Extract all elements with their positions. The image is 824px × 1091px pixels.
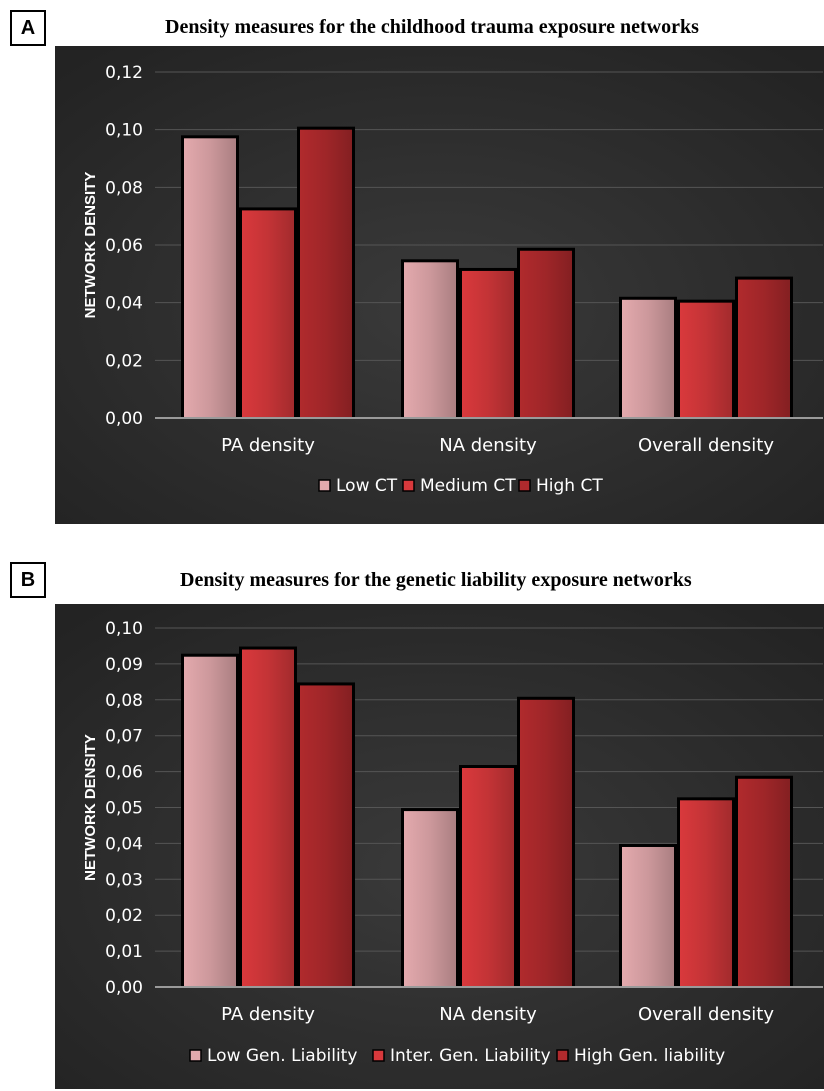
chart-b: 0,00 0,01 0,02 0,03 0,04 0,05 0,06 0,07 0,08 0,09… — [55, 604, 824, 1089]
y-axis-label: NETWORK DENSITY — [82, 734, 99, 881]
chart-title-a: Density measures for the childhood traum… — [165, 16, 699, 38]
bar-low-gen-liability-pa-density — [184, 656, 236, 987]
x-category-label: PA density — [221, 435, 315, 456]
y-tick-label: 0,00 — [105, 409, 143, 429]
legend-swatch — [402, 479, 415, 492]
legend-swatch — [372, 1049, 385, 1062]
legend-swatch — [556, 1049, 569, 1062]
y-tick-label: 0,00 — [105, 978, 143, 998]
legend-label: Low Gen. Liability — [207, 1046, 357, 1066]
bar-high-gen-liability-pa-density — [300, 685, 352, 987]
bar-low-ct-overall-density — [622, 299, 674, 418]
y-tick-label: 0,06 — [105, 236, 143, 256]
bar-medium-ct-na-density — [462, 270, 514, 418]
legend-label: Inter. Gen. Liability — [390, 1046, 551, 1066]
bar-low-gen-liability-overall-density — [622, 846, 674, 987]
legend-label: High Gen. liability — [574, 1046, 725, 1066]
y-tick-label: 0,06 — [105, 763, 143, 783]
bar-low-ct-pa-density — [184, 138, 236, 419]
x-category-label: PA density — [221, 1004, 315, 1025]
bar-medium-ct-overall-density — [680, 302, 732, 418]
y-tick-label: 0,02 — [105, 906, 143, 926]
y-tick-label: 0,04 — [105, 294, 143, 314]
y-tick-label: 0,01 — [105, 942, 143, 962]
y-tick-label: 0,07 — [105, 727, 143, 747]
y-tick-label: 0,12 — [105, 63, 143, 83]
legend-swatch — [518, 479, 531, 492]
bar-low-ct-na-density — [404, 262, 456, 418]
bar-inter-gen-liability-overall-density — [680, 800, 732, 987]
bar-high-ct-na-density — [520, 250, 572, 418]
y-tick-label: 0,10 — [105, 121, 143, 141]
bar-low-gen-liability-na-density — [404, 811, 456, 987]
panel-label-a: A — [10, 10, 46, 46]
bar-high-ct-overall-density — [738, 279, 790, 418]
y-tick-label: 0,10 — [105, 619, 143, 639]
x-category-label: Overall density — [638, 1004, 774, 1025]
bar-high-gen-liability-na-density — [520, 699, 572, 987]
y-tick-label: 0,09 — [105, 655, 143, 675]
panel-label-b: B — [10, 562, 46, 598]
x-category-label: NA density — [439, 1004, 537, 1025]
y-tick-label: 0,03 — [105, 870, 143, 890]
bar-medium-ct-pa-density — [242, 210, 294, 418]
bar-high-ct-pa-density — [300, 129, 352, 418]
y-tick-label: 0,02 — [105, 351, 143, 371]
legend-label: Medium CT — [420, 476, 516, 496]
bar-inter-gen-liability-pa-density — [242, 649, 294, 987]
x-category-label: NA density — [439, 435, 537, 456]
chart-a: 0,00 0,02 0,04 0,06 0,08 0,10 0,12 NETWORK DENS… — [55, 46, 824, 524]
bar-high-gen-liability-overall-density — [738, 778, 790, 987]
legend-label: Low CT — [336, 476, 398, 496]
y-tick-label: 0,08 — [105, 691, 143, 711]
chart-title-b: Density measures for the genetic liabili… — [180, 569, 692, 591]
x-category-label: Overall density — [638, 435, 774, 456]
legend-label: High CT — [536, 476, 603, 496]
y-axis-label: NETWORK DENSITY — [82, 172, 99, 319]
y-tick-label: 0,05 — [105, 799, 143, 819]
legend-swatch — [318, 479, 331, 492]
y-tick-label: 0,08 — [105, 178, 143, 198]
y-tick-label: 0,04 — [105, 834, 143, 854]
legend-swatch — [189, 1049, 202, 1062]
bar-inter-gen-liability-na-density — [462, 768, 514, 987]
